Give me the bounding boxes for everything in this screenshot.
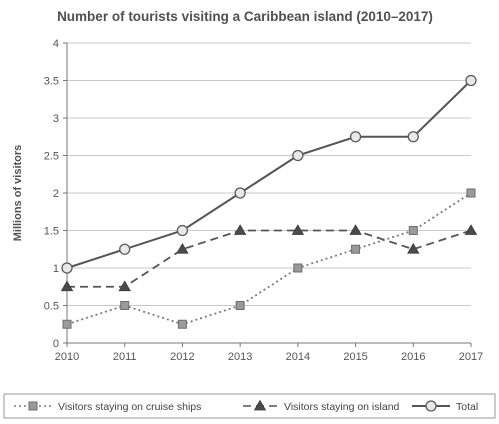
x-tick-label: 2014	[286, 351, 310, 363]
data-point-circle	[349, 131, 362, 143]
data-point-triangle	[407, 242, 420, 254]
legend-label: Total	[456, 401, 478, 413]
legend-label: Visitors staying on cruise ships	[58, 401, 201, 413]
x-tick-label: 2013	[228, 351, 252, 363]
x-tick-label: 2012	[170, 351, 194, 363]
y-tick-label: 3.5	[44, 76, 59, 88]
data-point-square	[466, 188, 476, 198]
y-tick-label: 2.5	[44, 151, 59, 163]
gridlines	[67, 42, 471, 306]
y-tick-label: 3	[53, 113, 59, 125]
data-point-triangle	[60, 280, 74, 292]
y-tick-label: 2	[53, 188, 59, 200]
data-point-circle	[61, 262, 73, 274]
series-line	[67, 229, 472, 288]
data-point-triangle	[118, 280, 131, 292]
series-3	[61, 74, 477, 274]
data-point-square	[28, 401, 38, 411]
y-tick-label: 1.5	[44, 226, 59, 238]
data-point-triangle	[464, 224, 478, 235]
data-point-circle	[465, 74, 477, 87]
data-point-square	[293, 263, 303, 273]
y-tick-label: 0.5	[44, 301, 59, 313]
legend-label: Visitors staying on island	[284, 401, 400, 413]
data-point-triangle	[349, 224, 362, 235]
y-tick-label: 1	[53, 263, 59, 275]
series-group	[60, 74, 478, 329]
x-tick-label: 2016	[401, 351, 425, 363]
series-line	[66, 192, 472, 326]
y-tick-label: 4	[53, 38, 59, 50]
data-point-square	[62, 319, 72, 329]
data-point-triangle	[253, 399, 267, 411]
data-point-triangle	[176, 242, 189, 254]
y-tick-label: 0	[53, 338, 59, 350]
data-point-circle	[292, 149, 304, 162]
series-line	[66, 79, 472, 269]
data-point-circle	[119, 243, 131, 255]
axes: 0 0.5 1 1.5 2 2.5 3 3.5 4 2010 2011 2012 2013 2014 201…	[44, 38, 484, 363]
data-point-triangle	[233, 224, 247, 235]
y-axis-label: Millions of visitors	[12, 145, 24, 242]
data-point-square	[351, 244, 361, 254]
data-point-square	[177, 319, 187, 329]
data-point-circle	[425, 400, 437, 412]
x-tick-label: 2015	[343, 351, 367, 363]
data-point-square	[120, 301, 130, 310]
series-2	[60, 224, 478, 292]
data-point-triangle	[291, 224, 305, 235]
data-point-square	[408, 226, 418, 235]
x-tick-label: 2010	[55, 351, 79, 363]
chart-title: Number of tourists visiting a Caribbean …	[57, 9, 433, 24]
data-point-circle	[176, 224, 189, 237]
data-point-circle	[234, 187, 246, 199]
data-point-circle	[407, 131, 419, 143]
legend: Visitors staying on cruise ships Visitors…	[3, 393, 496, 419]
data-point-square	[235, 301, 245, 310]
x-tick-label: 2011	[113, 351, 137, 363]
series-1	[62, 188, 476, 329]
x-tick-label: 2017	[459, 351, 483, 363]
